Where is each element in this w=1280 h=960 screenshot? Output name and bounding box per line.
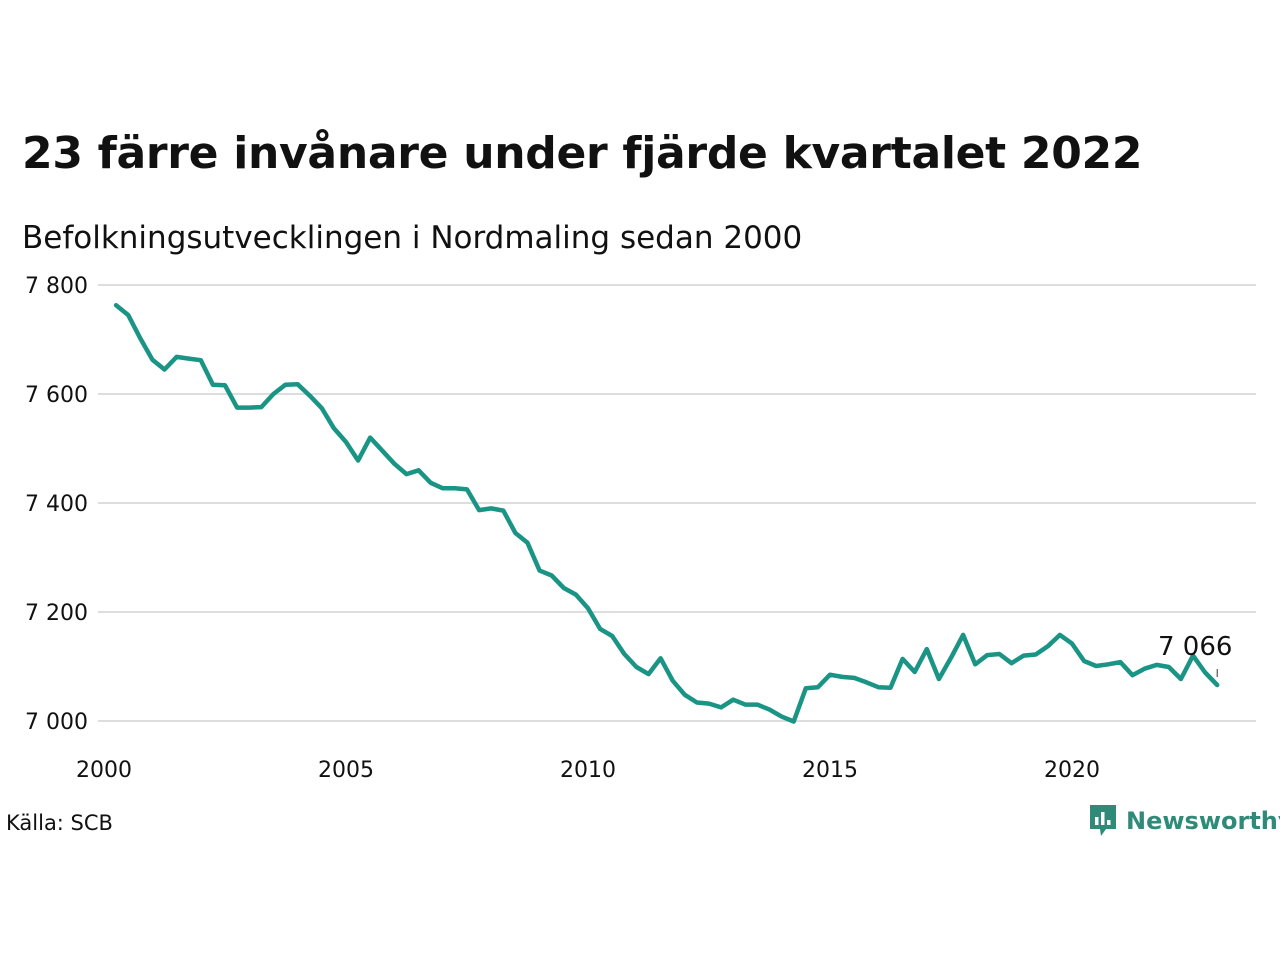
x-tick-label: 2015	[802, 758, 858, 783]
grid-lines	[98, 284, 1256, 722]
y-tick-label: 7 200	[25, 601, 88, 626]
x-axis-ticks: 2000 2005 2010 2015 2020	[76, 758, 1100, 783]
x-tick-label: 2010	[560, 758, 616, 783]
y-tick-label: 7 600	[25, 383, 88, 408]
brand-logo: Newsworthy	[1088, 803, 1280, 839]
brand-name: Newsworthy	[1126, 807, 1280, 835]
y-tick-label: 7 000	[25, 710, 88, 735]
bar-chart-speech-bubble-icon	[1090, 805, 1116, 836]
x-tick-label: 2000	[76, 758, 132, 783]
y-axis-ticks: 7 000 7 200 7 400 7 600 7 800	[25, 274, 88, 735]
x-tick-label: 2020	[1044, 758, 1100, 783]
population-series-line	[113, 302, 1220, 724]
y-tick-label: 7 800	[25, 274, 88, 299]
x-tick-label: 2005	[318, 758, 374, 783]
chart-subtitle: Befolkningsutvecklingen i Nordmaling sed…	[22, 220, 803, 256]
end-value-label: 7 066	[1158, 632, 1232, 662]
y-tick-label: 7 400	[25, 492, 88, 517]
page-title: 23 färre invånare under fjärde kvartalet…	[22, 128, 1143, 179]
source-note: Källa: SCB	[6, 811, 113, 835]
